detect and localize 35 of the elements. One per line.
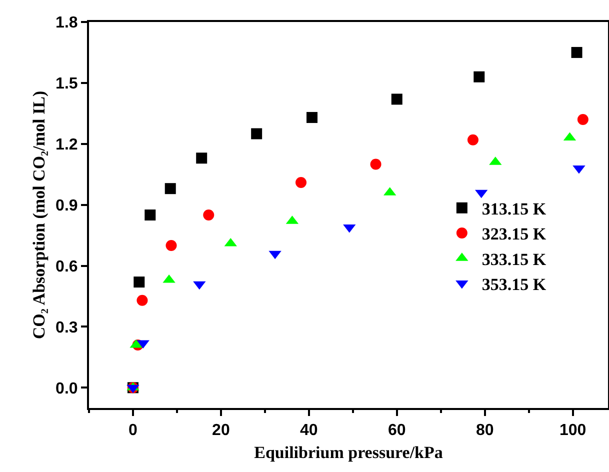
point bbox=[306, 112, 318, 123]
point bbox=[134, 276, 145, 288]
y-tick-label: 1.5 bbox=[56, 76, 78, 93]
y-tick-label: 1.2 bbox=[56, 136, 78, 154]
legend-label: 353.15 K bbox=[482, 274, 547, 294]
x-tick-label: 80 bbox=[476, 422, 494, 440]
point bbox=[166, 240, 177, 251]
y-tick-label: 0.0 bbox=[56, 380, 78, 398]
x-tick-label: 40 bbox=[300, 422, 318, 440]
point bbox=[251, 128, 262, 140]
point bbox=[391, 94, 402, 105]
point bbox=[571, 46, 582, 58]
y-tick-label: 0.9 bbox=[56, 197, 78, 214]
legend-label: 323.15 K bbox=[482, 224, 547, 244]
point bbox=[164, 183, 176, 194]
point bbox=[474, 71, 485, 82]
y-tick-label: 0.6 bbox=[56, 258, 78, 276]
x-tick-label: 0 bbox=[128, 422, 138, 440]
point bbox=[136, 294, 148, 306]
point bbox=[296, 176, 306, 188]
legend-label: 333.15 K bbox=[482, 250, 547, 269]
x-tick-label: 100 bbox=[559, 422, 586, 440]
point bbox=[577, 114, 588, 126]
x-tick-label: 20 bbox=[212, 422, 230, 440]
point bbox=[196, 152, 208, 164]
x-tick-label: 60 bbox=[388, 422, 406, 440]
y-tick-label: 0.3 bbox=[56, 319, 78, 336]
legend-label: 313.15 K bbox=[482, 200, 547, 219]
point bbox=[144, 210, 156, 220]
y-axis-title: CO₂ Absorption (mol CO₂/mol IL) bbox=[30, 90, 49, 340]
x-axis-title: Equilibrium pressure/kPa bbox=[254, 443, 444, 462]
point bbox=[370, 158, 382, 170]
y-tick-label: 1.8 bbox=[56, 14, 78, 32]
point bbox=[203, 210, 214, 220]
point bbox=[467, 134, 478, 146]
